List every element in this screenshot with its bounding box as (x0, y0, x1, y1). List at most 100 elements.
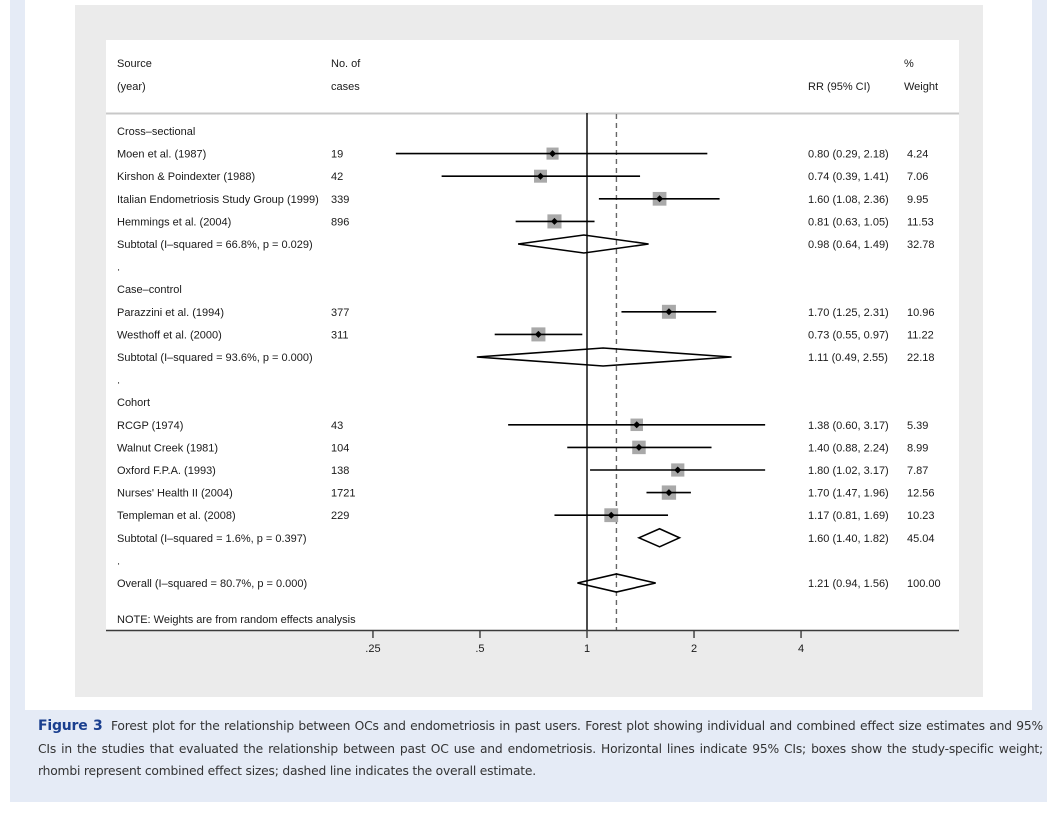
subtotal-label: Subtotal (I–squared = 93.6%, p = 0.000) (117, 352, 313, 364)
cases-value: 43 (331, 420, 343, 432)
study-label: Walnut Creek (1981) (117, 442, 218, 454)
weight-value: 7.87 (907, 465, 928, 477)
cases-value: 104 (331, 442, 349, 454)
weight-value: 7.06 (907, 171, 928, 183)
cases-value: 138 (331, 465, 349, 477)
row-overall: Overall (I–squared = 80.7%, p = 0.000) 1.… (117, 573, 941, 593)
row-study: Templeman et al. (2008) 229 1.17 (0.81, 1.… (117, 508, 935, 522)
reference-lines (586, 113, 618, 630)
rr-ci-value: 1.70 (1.47, 1.96) (808, 488, 889, 500)
point-estimate (534, 330, 542, 338)
caption-label: Figure 3 (38, 718, 103, 734)
rr-ci-value: 0.74 (0.39, 1.41) (808, 171, 889, 183)
row-study: Oxford F.P.A. (1993) 138 1.80 (1.02, 3.17)… (117, 463, 928, 477)
rr-ci-value: 1.17 (0.81, 1.69) (808, 510, 889, 522)
subtotal-diamond (517, 234, 649, 254)
row-study: Westhoff et al. (2000) 311 0.73 (0.55, 0.9… (117, 327, 934, 342)
x-axis-ticks: .25 .5 1 2 4 (365, 630, 804, 655)
point-estimate (674, 466, 682, 474)
row-spacer: . (117, 262, 120, 274)
row-study: Hemmings et al. (2004) 896 0.81 (0.63, 1.0… (117, 214, 934, 229)
rr-ci-value: 1.80 (1.02, 3.17) (808, 465, 889, 477)
x-tick-label: 1 (584, 643, 590, 655)
rr-ci-value: 1.60 (1.40, 1.82) (808, 533, 889, 545)
header-cases-2: cases (331, 81, 360, 93)
rr-ci-value: 1.60 (1.08, 2.36) (808, 194, 889, 206)
study-label: Moen et al. (1987) (117, 149, 206, 161)
row-study: Nurses' Health II (2004) 1721 1.70 (1.47, … (117, 485, 935, 500)
figure-caption: Figure 3 Forest plot for the relationshi… (38, 715, 1043, 783)
overall-diamond (577, 573, 656, 593)
weight-value: 4.24 (907, 149, 928, 161)
group-label: Cohort (117, 397, 150, 409)
rr-ci-value: 0.81 (0.63, 1.05) (808, 216, 889, 228)
header-weight-pct: % (904, 58, 914, 70)
header-rr: RR (95% CI) (808, 81, 870, 93)
weight-value: 10.96 (907, 307, 935, 319)
spacer-label: . (117, 555, 120, 567)
cases-value: 42 (331, 171, 343, 183)
point-estimate (635, 443, 643, 451)
forest-rows: Cross–sectional Moen et al. (1987) 19 0.80 … (117, 126, 941, 593)
spacer-label: . (117, 262, 120, 274)
weight-value: 45.04 (907, 533, 935, 545)
footnote: NOTE: Weights are from random effects an… (117, 614, 356, 626)
cases-value: 1721 (331, 488, 355, 500)
cases-value: 19 (331, 149, 343, 161)
point-estimate (665, 308, 673, 316)
point-estimate (549, 150, 557, 158)
header-weight: Weight (904, 81, 938, 93)
row-group: Cohort (117, 397, 150, 409)
x-tick-label: .5 (475, 643, 484, 655)
header-year: (year) (117, 81, 146, 93)
row-subtotal: Subtotal (I–squared = 66.8%, p = 0.029) 0… (117, 234, 935, 254)
cases-value: 311 (331, 329, 349, 341)
rr-ci-value: 1.70 (1.25, 2.31) (808, 307, 889, 319)
rr-ci-value: 1.38 (0.60, 3.17) (808, 420, 889, 432)
row-study: Walnut Creek (1981) 104 1.40 (0.88, 2.24) 8… (117, 440, 928, 454)
row-study: Italian Endometriosis Study Group (1999)… (117, 191, 928, 206)
weight-value: 5.39 (907, 420, 928, 432)
caption-text: Forest plot for the relationship between… (38, 719, 1044, 778)
cases-value: 339 (331, 194, 349, 206)
weight-value: 11.22 (907, 329, 934, 341)
study-label: Hemmings et al. (2004) (117, 216, 231, 228)
rr-ci-value: 0.80 (0.29, 2.18) (808, 149, 889, 161)
row-study: Parazzini et al. (1994) 377 1.70 (1.25, 2.… (117, 304, 935, 319)
point-estimate (665, 489, 673, 497)
point-estimate (537, 172, 545, 180)
weight-value: 9.95 (907, 194, 928, 206)
header-cases-1: No. of (331, 58, 361, 70)
weight-value: 12.56 (907, 488, 935, 500)
subtotal-diamond (476, 347, 732, 367)
row-study: Moen et al. (1987) 19 0.80 (0.29, 2.18) 4.2… (117, 147, 928, 161)
row-group: Case–control (117, 284, 182, 296)
row-subtotal: Subtotal (I–squared = 93.6%, p = 0.000) 1… (117, 347, 935, 367)
x-tick-label: 4 (798, 643, 804, 655)
study-label: Oxford F.P.A. (1993) (117, 465, 216, 477)
x-tick-label: .25 (365, 643, 380, 655)
group-label: Case–control (117, 284, 182, 296)
row-study: RCGP (1974) 43 1.38 (0.60, 3.17) 5.39 (117, 418, 928, 432)
rr-ci-value: 1.11 (0.49, 2.55) (808, 352, 888, 364)
row-spacer: . (117, 555, 120, 567)
weight-value: 32.78 (907, 239, 935, 251)
study-label: Westhoff et al. (2000) (117, 329, 222, 341)
cases-value: 377 (331, 307, 349, 319)
weight-value: 8.99 (907, 442, 928, 454)
study-label: Parazzini et al. (1994) (117, 307, 224, 319)
weight-value: 10.23 (907, 510, 935, 522)
row-group: Cross–sectional (117, 126, 195, 138)
rr-ci-value: 1.21 (0.94, 1.56) (808, 578, 889, 590)
study-label: Templeman et al. (2008) (117, 510, 236, 522)
rr-ci-value: 0.98 (0.64, 1.49) (808, 239, 889, 251)
study-label: Kirshon & Poindexter (1988) (117, 171, 255, 183)
row-study: Kirshon & Poindexter (1988) 42 0.74 (0.39,… (117, 169, 928, 183)
row-subtotal: Subtotal (I–squared = 1.6%, p = 0.397) 1.… (117, 527, 935, 548)
row-spacer: . (117, 375, 120, 387)
subtotal-diamond (636, 527, 682, 548)
point-estimate (633, 421, 641, 429)
subtotal-label: Subtotal (I–squared = 66.8%, p = 0.029) (117, 239, 313, 251)
spacer-label: . (117, 375, 120, 387)
